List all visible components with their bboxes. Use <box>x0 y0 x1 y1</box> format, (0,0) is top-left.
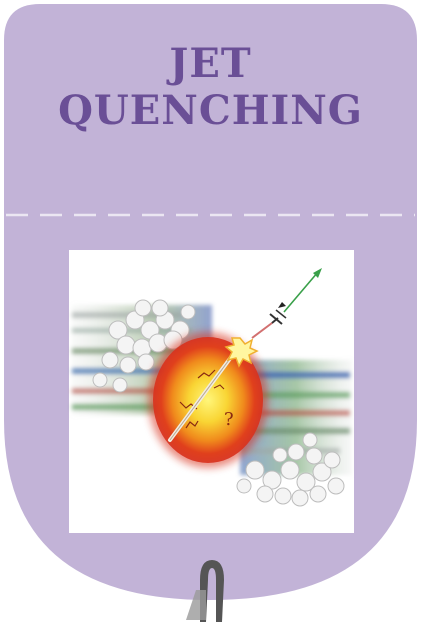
hanger-clip <box>186 560 224 622</box>
badge-title-line-1: JET <box>169 40 252 87</box>
badge-title-line-2: QUENCHING <box>58 87 363 134</box>
question-mark: ? <box>224 409 234 430</box>
nucleon-spheres-right <box>236 432 345 507</box>
jet-particle-arrow-icon <box>251 268 322 339</box>
fireball-icon <box>148 332 268 468</box>
illustration-panel: ? <box>69 250 354 533</box>
collision-flash-icon <box>224 337 259 368</box>
